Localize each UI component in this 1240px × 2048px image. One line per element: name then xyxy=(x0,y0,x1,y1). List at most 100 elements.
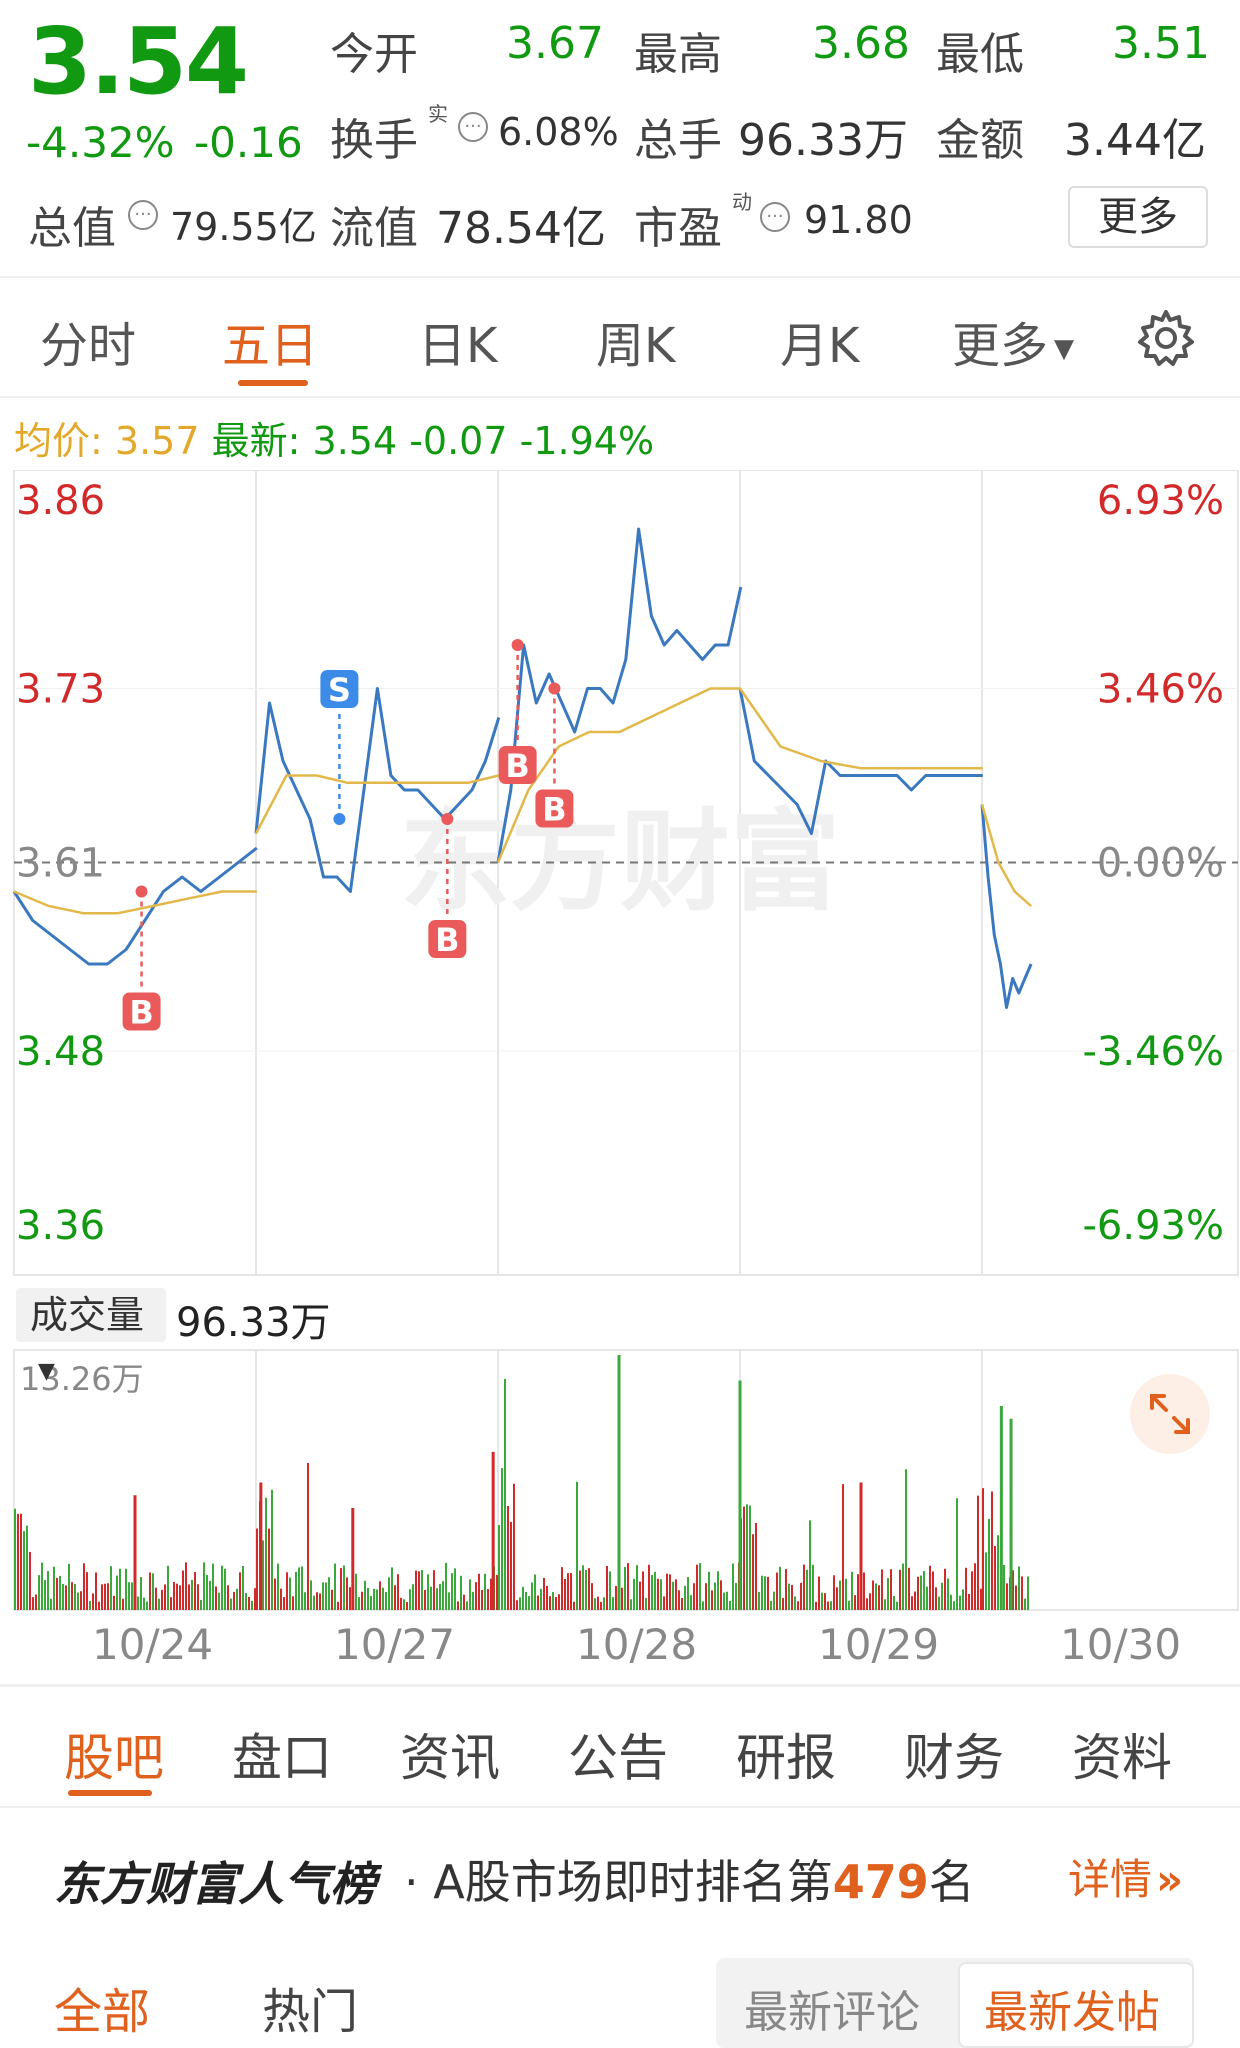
sort-latest-post[interactable]: 最新发帖 xyxy=(984,1987,1160,2038)
trade-mark-label: B xyxy=(129,994,153,1032)
tab-finance[interactable]: 财务 xyxy=(904,1729,1004,1787)
volume-max-label: 13.26万 xyxy=(20,1360,144,1398)
buy-badge xyxy=(122,992,161,1031)
volume-indicator-select[interactable]: 成交量 ▼ xyxy=(16,1288,166,1384)
trade-mark-dot xyxy=(441,813,454,825)
sell-badge xyxy=(320,670,359,708)
tab-news[interactable]: 资讯 xyxy=(400,1729,500,1787)
y-tick-right: 0.00% xyxy=(1097,841,1224,887)
expand-chart-button[interactable] xyxy=(1130,1374,1210,1454)
date-label: 10/24 xyxy=(92,1620,214,1669)
pe-superscript: 动 xyxy=(732,190,752,214)
y-tick-right: -6.93% xyxy=(1082,1203,1224,1249)
tab-announcements[interactable]: 公告 xyxy=(568,1729,668,1787)
change-percent: -4.32% xyxy=(26,118,175,167)
low-label: 最低 xyxy=(936,29,1024,80)
trade-mark-dot xyxy=(135,885,148,898)
sort-latest-comment[interactable]: 最新评论 xyxy=(744,1987,920,2038)
latest-label: 最新: xyxy=(211,419,301,463)
price-line xyxy=(12,846,258,966)
tab-profile[interactable]: 资料 xyxy=(1072,1729,1172,1787)
y-tick-left: 3.61 xyxy=(16,841,105,887)
tab-pankou[interactable]: 盘口 xyxy=(232,1729,332,1787)
avg-price-line xyxy=(980,804,1032,907)
market-cap-value: 79.55亿 xyxy=(170,205,317,249)
amount-label: 金额 xyxy=(936,115,1024,166)
caret-down-icon: ▼ xyxy=(38,1358,55,1384)
popularity-rank-logo: 东方财富人气榜 xyxy=(54,1857,376,1911)
detail-label: 详情 xyxy=(1068,1855,1153,1904)
tab-intraday[interactable]: 分时 xyxy=(40,318,137,374)
y-tick-left: 3.48 xyxy=(16,1029,105,1075)
turnover-superscript: 实 xyxy=(428,102,448,126)
caret-down-icon: ▼ xyxy=(1054,334,1075,364)
tab-five-day[interactable]: 五日 xyxy=(222,318,319,374)
pe-value: 91.80 xyxy=(804,198,913,242)
avg-price-line xyxy=(496,687,741,863)
tabs-divider xyxy=(0,396,1240,398)
avg-value: 3.57 xyxy=(114,419,200,463)
trade-mark-label: B xyxy=(435,921,459,959)
current-price: 3.54 xyxy=(28,8,249,115)
date-label: 10/27 xyxy=(334,1620,456,1669)
float-cap-label: 流值 xyxy=(330,203,418,254)
rank-prefix: · A股市场即时排名第 xyxy=(404,1855,833,1909)
y-tick-right: -3.46% xyxy=(1082,1029,1224,1075)
latest-percent: -1.94% xyxy=(519,419,655,463)
volume-value: 96.33万 xyxy=(738,115,908,166)
volume-label: 总手 xyxy=(634,115,722,166)
rank-number: 479 xyxy=(832,1855,929,1909)
date-label: 10/30 xyxy=(1060,1620,1182,1669)
tab-daily-k[interactable]: 日K xyxy=(418,318,498,374)
active-tab-indicator xyxy=(238,380,308,386)
market-cap-label: 总值 xyxy=(28,203,116,254)
y-tick-left: 3.86 xyxy=(16,478,105,524)
price-info-line: 均价: 3.57 最新: 3.54 -0.07 -1.94% xyxy=(14,410,654,465)
header-divider xyxy=(0,276,1240,278)
float-cap-value: 78.54亿 xyxy=(436,203,606,254)
avg-price-line xyxy=(254,774,500,835)
filter-tab-all[interactable]: 全部 xyxy=(54,1984,151,2040)
y-tick-left: 3.36 xyxy=(16,1203,105,1249)
latest-value: 3.54 xyxy=(312,419,398,463)
high-value: 3.68 xyxy=(812,18,910,69)
y-tick-right: 6.93% xyxy=(1097,478,1224,524)
pe-label: 市盈 xyxy=(634,203,722,254)
buy-badge xyxy=(498,746,537,784)
more-quote-button[interactable]: 更多 xyxy=(1068,186,1208,248)
rank-detail-link[interactable]: 详情» xyxy=(1068,1846,1183,1907)
change-amount: -0.16 xyxy=(194,118,303,167)
sort-new-post-bg xyxy=(958,1962,1194,2048)
chart-bottom-divider xyxy=(0,1684,1240,1687)
tab-research[interactable]: 研报 xyxy=(736,1729,836,1787)
rank-suffix: 名 xyxy=(928,1855,975,1909)
high-label: 最高 xyxy=(634,29,722,80)
pe-info-icon[interactable]: ··· xyxy=(760,202,790,232)
volume-total: 96.33万 xyxy=(176,1300,331,1346)
trade-mark-dot xyxy=(511,639,524,651)
open-value: 3.67 xyxy=(506,18,604,69)
settings-gear-icon[interactable] xyxy=(1134,306,1198,374)
low-value: 3.51 xyxy=(1112,18,1210,69)
double-chevron-right-icon: » xyxy=(1156,1855,1184,1904)
turnover-info-icon[interactable]: ··· xyxy=(458,112,488,142)
amount-value: 3.44亿 xyxy=(1064,115,1206,166)
bottom-tabs-divider xyxy=(0,1806,1240,1808)
price-line xyxy=(254,687,501,893)
trade-mark-dot xyxy=(333,813,346,825)
trade-mark-label: S xyxy=(328,671,351,709)
filter-tab-hot[interactable]: 热门 xyxy=(262,1984,359,2040)
tab-monthly-k[interactable]: 月K xyxy=(780,318,860,374)
market-cap-info-icon[interactable]: ··· xyxy=(128,200,158,230)
latest-change: -0.07 xyxy=(409,419,508,463)
price-line xyxy=(980,804,1033,1009)
tab-more[interactable]: 更多 ▼ xyxy=(952,306,1074,376)
price-chart-frame xyxy=(13,470,1239,1276)
avg-price-line xyxy=(738,687,983,770)
tab-weekly-k[interactable]: 周K xyxy=(596,318,676,374)
tab-guba[interactable]: 股吧 xyxy=(64,1729,164,1787)
buy-badge xyxy=(535,789,574,828)
trade-mark-label: B xyxy=(505,747,529,785)
y-tick-left: 3.73 xyxy=(16,667,105,713)
